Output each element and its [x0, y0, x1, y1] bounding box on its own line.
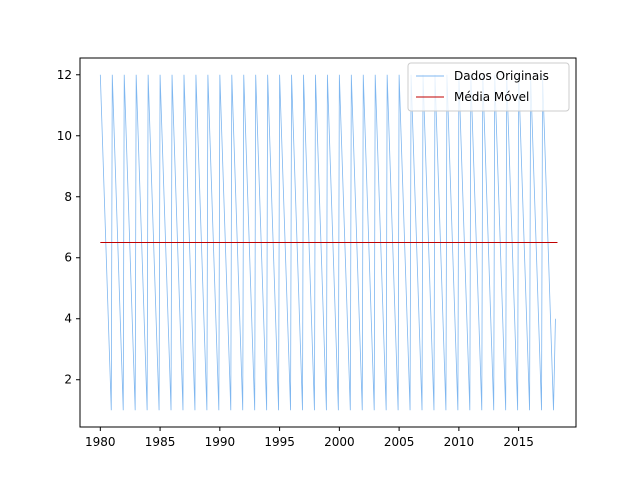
- series-original-line: [99, 74, 556, 411]
- legend-box: [407, 62, 570, 112]
- y-tick-label: 10: [57, 129, 72, 143]
- y-tick-label: 6: [64, 251, 72, 265]
- y-tick-label: 8: [64, 190, 72, 204]
- x-tick-label: 2010: [444, 435, 475, 449]
- y-axis: 2 4 6 8 10 12: [57, 68, 80, 387]
- x-tick-label: 2005: [384, 435, 415, 449]
- x-axis: 1980 1985 1990 1995 2000 2005 2010 2015: [85, 427, 534, 449]
- x-tick-label: 2015: [503, 435, 534, 449]
- y-tick-label: 4: [64, 312, 72, 326]
- x-tick-label: 1980: [85, 435, 116, 449]
- legend-label-moving-average: Média Móvel: [454, 90, 529, 104]
- legend-label-original: Dados Originais: [454, 69, 549, 83]
- plot-area: [99, 74, 558, 411]
- x-tick-label: 1995: [264, 435, 295, 449]
- x-tick-label: 1985: [145, 435, 176, 449]
- y-tick-label: 12: [57, 68, 72, 82]
- x-tick-label: 1990: [205, 435, 236, 449]
- y-tick-label: 2: [64, 373, 72, 387]
- axes-frame: [79, 57, 577, 428]
- legend: Dados Originais Média Móvel: [407, 62, 570, 112]
- x-tick-label: 2000: [324, 435, 355, 449]
